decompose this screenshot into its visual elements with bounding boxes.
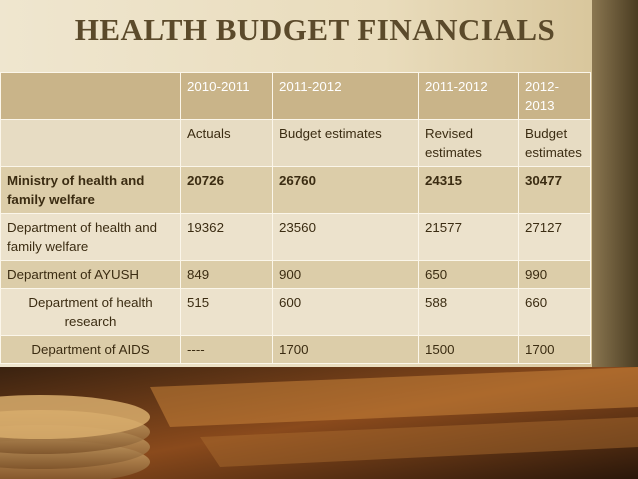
row-label: Department of health research [0, 288, 181, 336]
cell: 515 [180, 288, 273, 336]
cell: 990 [518, 260, 591, 289]
data-row: Department of AYUSH 849 900 650 990 [0, 260, 591, 289]
cell: 900 [272, 260, 419, 289]
data-row: Ministry of health and family welfare 207… [0, 166, 591, 214]
cell: 849 [180, 260, 273, 289]
data-row: Department of health and family welfare 1… [0, 213, 591, 261]
cell: 19362 [180, 213, 273, 261]
paper-band [150, 367, 638, 427]
header-cell [0, 72, 181, 120]
header-cell: Revised estimates [418, 119, 519, 167]
coin-stack [0, 395, 150, 479]
cell: 1700 [518, 335, 591, 364]
data-row: Department of AIDS ---- 1700 1500 1700 [0, 335, 591, 364]
cell: 30477 [518, 166, 591, 214]
cell: 588 [418, 288, 519, 336]
cell: 1700 [272, 335, 419, 364]
cell: ---- [180, 335, 273, 364]
row-label: Department of AIDS [0, 335, 181, 364]
cell: 600 [272, 288, 419, 336]
cell: 23560 [272, 213, 419, 261]
cell: 660 [518, 288, 591, 336]
cell: 24315 [418, 166, 519, 214]
header-cell: 2010-2011 [180, 72, 273, 120]
slide-title: HEALTH BUDGET FINANCIALS [74, 12, 556, 47]
budget-image [0, 367, 638, 479]
cell: 1500 [418, 335, 519, 364]
header-row: Actuals Budget estimates Revised estimates… [0, 119, 591, 167]
cell: 20726 [180, 166, 273, 214]
header-cell: 2011-2012 [272, 72, 419, 120]
header-cell: Budget estimates [518, 119, 591, 167]
cell: 27127 [518, 213, 591, 261]
header-cell: Budget estimates [272, 119, 419, 167]
cell: 26760 [272, 166, 419, 214]
header-cell: 2011-2012 [418, 72, 519, 120]
header-row: 2010-2011 2011-2012 2011-2012 2012-2013 [0, 72, 591, 120]
data-row: Department of health research 515 600 588 66… [0, 288, 591, 336]
cell: 21577 [418, 213, 519, 261]
header-cell [0, 119, 181, 167]
budget-table: 2010-2011 2011-2012 2011-2012 2012-2013 Actu… [0, 72, 591, 364]
header-cell: 2012-2013 [518, 72, 591, 120]
cell: 650 [418, 260, 519, 289]
row-label: Department of health and family welfare [0, 213, 181, 261]
row-label: Ministry of health and family welfare [0, 166, 181, 214]
header-cell: Actuals [180, 119, 273, 167]
row-label: Department of AYUSH [0, 260, 181, 289]
paper-band [200, 417, 638, 467]
